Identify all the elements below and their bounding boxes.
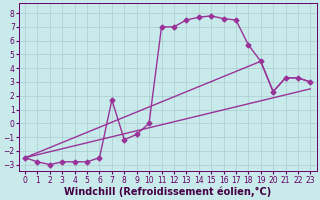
X-axis label: Windchill (Refroidissement éolien,°C): Windchill (Refroidissement éolien,°C) [64, 186, 271, 197]
